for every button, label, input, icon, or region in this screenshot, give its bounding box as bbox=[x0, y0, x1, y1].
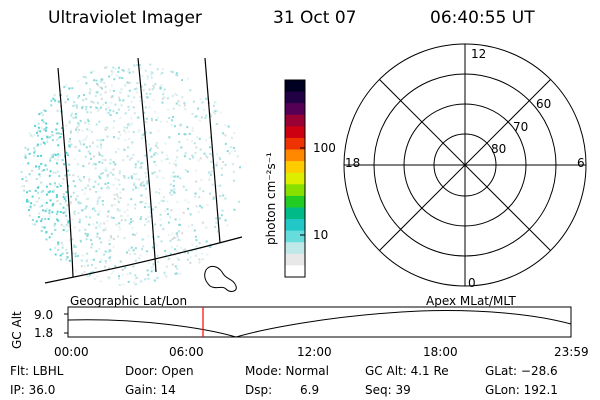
mlt-label-0: 0 bbox=[468, 276, 476, 290]
coastline bbox=[204, 265, 237, 292]
instrument-title: Ultraviolet Imager bbox=[48, 8, 202, 28]
dsp-value: 6.9 bbox=[300, 383, 320, 397]
time-tick-0600: 06:00 bbox=[169, 345, 204, 359]
longitude-line bbox=[57, 67, 74, 278]
colorbar-segment bbox=[285, 253, 305, 267]
colorbar-segment bbox=[285, 126, 305, 139]
colorbar-segment bbox=[285, 195, 305, 209]
latitude-line bbox=[44, 236, 243, 284]
mlt-label-12: 12 bbox=[471, 47, 487, 61]
lat-label-70: 70 bbox=[513, 120, 529, 134]
colorbar-segment bbox=[285, 114, 305, 127]
time-tick-1200: 12:00 bbox=[297, 345, 332, 359]
mlt-label-18: 18 bbox=[345, 156, 361, 170]
time-tick-1800: 18:00 bbox=[423, 345, 458, 359]
colorbar-segment bbox=[285, 184, 305, 197]
time-tick-0000: 00:00 bbox=[54, 345, 89, 359]
colorbar-segment bbox=[285, 149, 305, 162]
mode-info: Mode: Normal bbox=[245, 364, 329, 378]
colorbar-segment bbox=[285, 207, 305, 220]
time-tick-2359: 23:59 bbox=[554, 345, 589, 359]
colorbar-segment bbox=[285, 91, 305, 104]
colorbar bbox=[284, 79, 306, 278]
apex-mlat-mlt-label: Apex MLat/MLT bbox=[426, 294, 516, 308]
seq-info: Seq: 39 bbox=[365, 383, 411, 397]
mlt-label-6: 6 bbox=[577, 156, 585, 170]
colorbar-tick-100: 100 bbox=[313, 141, 336, 155]
colorbar-segment bbox=[285, 265, 305, 278]
longitude-line bbox=[204, 57, 221, 244]
colorbar-segment bbox=[285, 172, 305, 185]
colorbar-segment bbox=[285, 103, 305, 116]
longitude-line bbox=[137, 57, 157, 273]
colorbar-segment bbox=[285, 137, 305, 151]
dsp-label: Dsp: bbox=[245, 383, 273, 397]
glon-info: GLon: 192.1 bbox=[485, 383, 558, 397]
colorbar-segment bbox=[285, 219, 305, 232]
gc-alt-info: GC Alt: 4.1 Re bbox=[365, 364, 449, 378]
gain-info: Gain: 14 bbox=[125, 383, 176, 397]
gc-alt-tick-min: 1.8 bbox=[34, 326, 54, 340]
flt-info: Flt: LBHL bbox=[10, 364, 64, 378]
door-info: Door: Open bbox=[125, 364, 194, 378]
lat-label-80: 80 bbox=[491, 142, 507, 156]
colorbar-segment bbox=[285, 242, 305, 255]
colorbar-segment bbox=[285, 230, 305, 243]
colorbar-segment bbox=[285, 161, 305, 174]
time-label: 06:40:55 UT bbox=[430, 8, 535, 28]
geographic-lat-lon-label: Geographic Lat/Lon bbox=[70, 294, 188, 308]
altitude-curve bbox=[67, 310, 572, 338]
glat-info: GLat: −28.6 bbox=[485, 364, 558, 378]
date-label: 31 Oct 07 bbox=[273, 8, 357, 28]
colorbar-tick-10: 10 bbox=[313, 228, 329, 242]
lat-label-60: 60 bbox=[536, 97, 552, 111]
ip-info: IP: 36.0 bbox=[10, 383, 56, 397]
colorbar-segment bbox=[285, 80, 305, 93]
gc-alt-tick-max: 9.0 bbox=[34, 308, 54, 322]
